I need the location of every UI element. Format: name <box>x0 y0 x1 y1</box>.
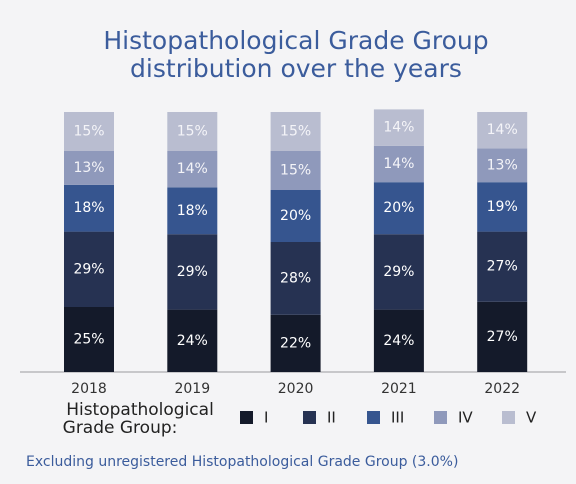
data-label: 20% <box>280 208 311 224</box>
bar-segment <box>477 148 528 183</box>
chart-title: distribution over the years <box>130 54 462 83</box>
data-label: 15% <box>280 163 311 179</box>
data-label: 15% <box>177 124 208 140</box>
data-label: 15% <box>73 124 104 140</box>
data-label: 25% <box>73 332 104 348</box>
bar-segment <box>167 112 218 151</box>
bar-segment <box>270 242 321 315</box>
data-label: 28% <box>280 270 311 286</box>
data-label: 29% <box>177 264 208 280</box>
data-label: 18% <box>73 200 104 216</box>
bar-segment <box>373 182 424 235</box>
bar-segment <box>477 231 528 302</box>
bar-segment <box>270 151 321 190</box>
bar-segment <box>373 109 424 146</box>
chart-title: Histopathological Grade Group <box>103 26 488 55</box>
legend-swatch <box>240 411 253 424</box>
legend-swatch <box>303 411 316 424</box>
bar-segment <box>64 231 114 307</box>
bar-segment <box>64 112 114 151</box>
data-label: 14% <box>177 161 208 177</box>
x-tick-label: 2021 <box>381 381 417 397</box>
data-label: 29% <box>73 261 104 277</box>
bar-segment <box>64 307 114 372</box>
data-label: 24% <box>383 333 414 349</box>
data-label: 14% <box>383 156 414 172</box>
x-tick-label: 2022 <box>484 381 520 397</box>
data-label: 14% <box>487 122 518 138</box>
bar-segment <box>373 234 424 310</box>
data-label: 19% <box>487 199 518 215</box>
legend-label: II <box>327 409 336 427</box>
legend-label: III <box>391 409 404 427</box>
bar-segment <box>167 187 218 235</box>
bar-segment <box>373 145 424 183</box>
footnote: Excluding unregistered Histopathological… <box>26 454 458 470</box>
data-label: 29% <box>383 264 414 280</box>
legend-swatch <box>434 411 447 424</box>
data-label: 15% <box>280 124 311 140</box>
bar-segment <box>477 301 528 372</box>
bar-segment <box>64 151 114 185</box>
bar-segment <box>477 182 528 232</box>
legend-title: Histopathological <box>66 400 214 420</box>
data-label: 20% <box>383 200 414 216</box>
data-label: 14% <box>383 120 414 136</box>
bar-segment <box>477 112 528 149</box>
legend-title: Grade Group: <box>63 418 178 438</box>
data-label: 13% <box>73 160 104 176</box>
legend-label: I <box>264 409 268 427</box>
bar-segment <box>270 112 321 151</box>
bar-segment <box>167 151 218 188</box>
x-tick-label: 2018 <box>71 381 107 397</box>
legend-label: V <box>526 409 537 427</box>
legend-label: IV <box>458 409 473 427</box>
legend-swatch <box>367 411 380 424</box>
x-tick-label: 2019 <box>174 381 210 397</box>
bar-segment <box>270 190 321 242</box>
data-label: 13% <box>487 157 518 173</box>
bar-segment <box>64 184 114 232</box>
bar-segment <box>167 234 218 310</box>
data-label: 27% <box>487 329 518 345</box>
bar-segment <box>270 314 321 372</box>
bar-segment <box>373 309 424 372</box>
legend-swatch <box>502 411 515 424</box>
x-tick-label: 2020 <box>278 381 314 397</box>
data-label: 24% <box>177 333 208 349</box>
data-label: 27% <box>487 259 518 275</box>
bar-segment <box>167 309 218 372</box>
data-label: 18% <box>177 203 208 219</box>
data-label: 22% <box>280 335 311 351</box>
